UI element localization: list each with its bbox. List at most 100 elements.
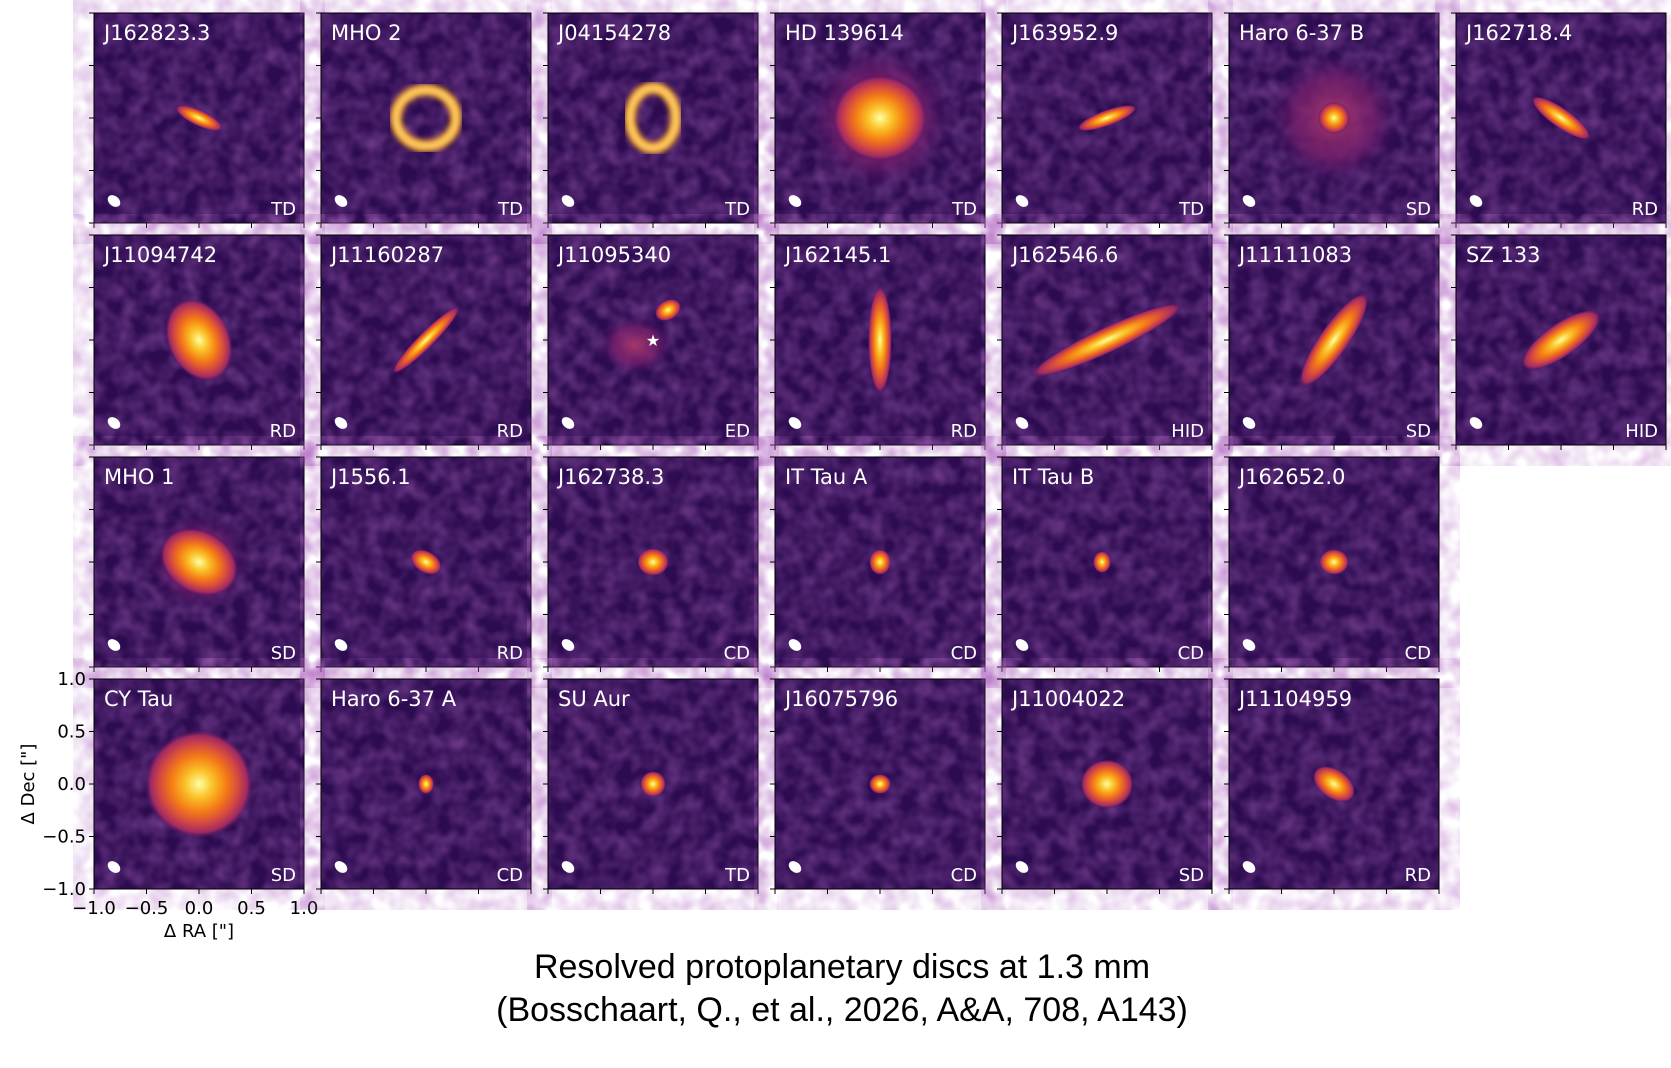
halo	[597, 315, 673, 375]
panel-frame	[547, 234, 759, 446]
disc	[1319, 549, 1349, 575]
panel: J1556.1 RD	[316, 456, 532, 672]
noise	[548, 13, 758, 223]
y-axis-label: Δ Dec ["]	[18, 744, 39, 825]
panel-frame	[320, 456, 532, 668]
panel-frame	[774, 234, 986, 446]
panel: J16075796 CD	[770, 678, 986, 894]
panel-class: TD	[951, 199, 977, 220]
beam	[107, 861, 121, 873]
panel-class: SD	[1179, 865, 1204, 886]
panel-class: HID	[1171, 421, 1204, 442]
panel-name: J11111083	[1237, 243, 1352, 267]
panel-name: J162546.6	[1010, 243, 1118, 267]
disc	[640, 771, 666, 797]
panel: J162823.3 TD	[89, 12, 305, 228]
panel-frame	[93, 678, 305, 890]
beam	[107, 195, 121, 207]
y-tick-label: −0.5	[42, 827, 86, 848]
beam	[1015, 639, 1029, 651]
panel-frame	[1228, 456, 1440, 668]
panel-frame	[1455, 234, 1667, 446]
panel-frame	[93, 234, 305, 446]
panel-class: TD	[1178, 199, 1204, 220]
x-axis-label: Δ RA ["]	[164, 921, 234, 942]
panel-frame	[93, 12, 305, 224]
x-tick-label: 0.5	[237, 898, 266, 919]
beam	[1469, 195, 1483, 207]
panel-name: J1556.1	[329, 465, 411, 489]
panel-name: HD 139614	[785, 21, 904, 45]
beam	[788, 861, 802, 873]
y-tick-label: 1.0	[57, 669, 86, 690]
beam	[561, 639, 575, 651]
panel-frame	[1228, 12, 1440, 224]
panel-class: RD	[1405, 865, 1431, 886]
panel-class: SD	[1406, 199, 1431, 220]
panel: J04154278 TD	[543, 12, 759, 228]
disc	[1093, 551, 1111, 573]
panel-name: Haro 6-37 B	[1239, 21, 1364, 45]
panel-frame	[774, 678, 986, 890]
panel-frame	[1228, 234, 1440, 446]
beam	[561, 861, 575, 873]
beam	[1242, 417, 1256, 429]
disc	[1318, 102, 1350, 134]
disc	[175, 104, 223, 132]
x-tick-label: −1.0	[72, 898, 116, 919]
panel-name: MHO 2	[331, 21, 401, 45]
panel-name: Haro 6-37 A	[331, 687, 457, 711]
ring-core	[628, 86, 678, 150]
beam	[334, 861, 348, 873]
beam	[334, 195, 348, 207]
beam	[1015, 861, 1029, 873]
panel-frame	[774, 456, 986, 668]
panel: ★ J11095340 ED	[543, 234, 759, 450]
panel-name: J162652.0	[1237, 465, 1345, 489]
panel-class: SD	[271, 865, 296, 886]
panel: IT Tau B CD	[997, 456, 1213, 672]
disc	[869, 774, 891, 794]
y-tick-label: 0.0	[57, 774, 86, 795]
panel: SZ 133 HID	[1451, 234, 1667, 450]
panel-class: CD	[951, 643, 977, 664]
disc	[832, 74, 928, 162]
panel-frame	[1455, 12, 1667, 224]
noise	[321, 13, 531, 223]
panel: HD 139614 TD	[770, 12, 986, 228]
panel-class: CD	[724, 643, 750, 664]
panel: Haro 6-37 A CD	[316, 678, 532, 894]
panel: J11104959 RD	[1224, 678, 1440, 894]
panel: J11094742 RD	[89, 234, 305, 450]
disc	[1520, 309, 1602, 371]
panel-frame	[93, 456, 305, 668]
panel-frame	[547, 678, 759, 890]
panel-name: J04154278	[556, 21, 671, 45]
disc	[164, 297, 234, 383]
panel-class: TD	[497, 199, 523, 220]
disc	[159, 527, 239, 597]
panel-class: CD	[1178, 643, 1204, 664]
disc	[1029, 302, 1185, 378]
beam	[107, 417, 121, 429]
panel-class: RD	[270, 421, 296, 442]
star-marker: ★	[646, 331, 660, 350]
beam	[788, 195, 802, 207]
beam	[1015, 195, 1029, 207]
beam	[334, 639, 348, 651]
panel-name: J162823.3	[102, 21, 210, 45]
disc	[868, 285, 892, 395]
panel: SU Aur TD	[543, 678, 759, 894]
panel-name: J163952.9	[1010, 21, 1118, 45]
panel-frame	[320, 234, 532, 446]
beam	[1242, 195, 1256, 207]
panel-frame	[1001, 456, 1213, 668]
panel-class: SD	[271, 643, 296, 664]
panel-class: TD	[724, 199, 750, 220]
panel-name: IT Tau A	[785, 465, 868, 489]
beam	[788, 639, 802, 651]
panel-name: J162145.1	[783, 243, 891, 267]
panel-name: J162718.4	[1464, 21, 1572, 45]
x-tick-label: −0.5	[125, 898, 169, 919]
